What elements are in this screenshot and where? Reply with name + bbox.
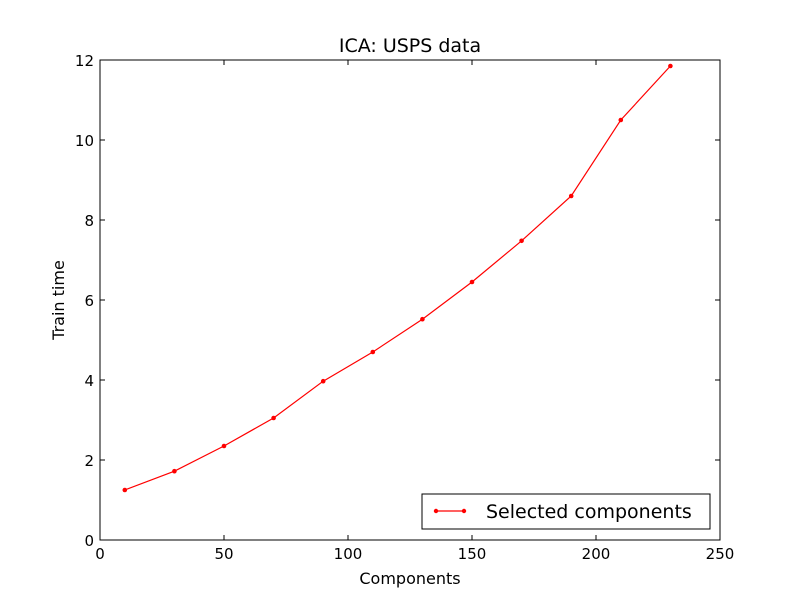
y-tick-label: 2 <box>84 452 94 470</box>
data-point <box>469 279 475 285</box>
data-point <box>172 468 177 474</box>
data-point <box>668 63 673 69</box>
legend-dot-marker <box>433 508 439 514</box>
y-tick-label: 8 <box>84 212 94 230</box>
series-layer <box>122 63 673 493</box>
data-point <box>519 238 524 244</box>
legend-box <box>421 493 711 530</box>
x-tick-label: 50 <box>214 545 233 563</box>
data-point <box>271 415 276 421</box>
data-point <box>618 117 624 123</box>
x-axis: 0 50 100 150 200 250 <box>95 60 734 563</box>
y-axis-title: Train time <box>49 260 68 341</box>
y-tick-label: 6 <box>84 292 94 310</box>
y-tick-label: 12 <box>75 52 94 70</box>
x-tick-label: 250 <box>706 545 735 563</box>
x-axis-title: Components <box>359 569 460 588</box>
data-point <box>221 443 227 449</box>
legend-label: Selected components <box>486 501 692 523</box>
chart-title: ICA: USPS data <box>339 35 481 57</box>
data-point <box>122 487 128 493</box>
data-point <box>370 349 376 355</box>
x-tick-label: 150 <box>458 545 487 563</box>
x-tick-label: 100 <box>334 545 363 563</box>
series-line <box>124 65 671 491</box>
legend: Selected components <box>421 493 711 530</box>
x-tick-label: 0 <box>95 545 105 563</box>
y-tick-label: 10 <box>75 132 94 150</box>
legend-dot-marker <box>461 508 467 514</box>
y-axis: 0 2 4 6 8 10 12 <box>75 52 720 550</box>
plot-frame <box>99 59 721 541</box>
x-tick-label: 200 <box>582 545 611 563</box>
data-point <box>568 193 574 199</box>
y-tick-label: 0 <box>84 532 94 550</box>
data-point <box>420 316 425 322</box>
data-point <box>320 378 326 384</box>
y-tick-label: 4 <box>84 372 94 390</box>
